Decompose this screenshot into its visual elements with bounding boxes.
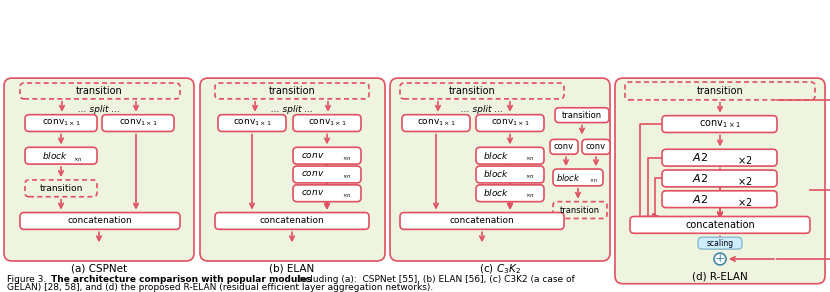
Text: ... split ...: ... split ... (271, 105, 313, 114)
Text: (b) ELAN: (b) ELAN (270, 264, 315, 274)
Text: ... split ...: ... split ... (78, 105, 120, 114)
FancyBboxPatch shape (476, 166, 544, 183)
Text: The architecture comparison with popular modules: The architecture comparison with popular… (51, 275, 312, 284)
FancyBboxPatch shape (662, 116, 777, 133)
Text: transition: transition (449, 86, 496, 96)
Text: $_{\times n}$: $_{\times n}$ (525, 154, 535, 163)
FancyBboxPatch shape (476, 147, 544, 164)
FancyBboxPatch shape (615, 78, 825, 284)
FancyBboxPatch shape (293, 166, 361, 183)
Text: $conv$: $conv$ (301, 151, 325, 160)
Text: $_{\times n}$: $_{\times n}$ (73, 155, 83, 164)
Text: conv$_{1\times1}$: conv$_{1\times1}$ (308, 118, 346, 128)
Text: conv$_{1\times1}$: conv$_{1\times1}$ (232, 118, 271, 128)
Text: $\times 2$: $\times 2$ (737, 175, 753, 187)
Text: including (a):  CSPNet [55], (b) ELAN [56], (c) C3K2 (a case of: including (a): CSPNet [55], (b) ELAN [56… (294, 275, 574, 284)
Text: $A2$: $A2$ (692, 193, 708, 205)
Text: transition: transition (696, 86, 744, 96)
FancyBboxPatch shape (402, 115, 470, 131)
FancyBboxPatch shape (293, 147, 361, 164)
FancyBboxPatch shape (293, 115, 361, 131)
FancyBboxPatch shape (550, 139, 578, 154)
Text: transition: transition (39, 184, 83, 193)
Text: (c) $C_3K_2$: (c) $C_3K_2$ (479, 262, 521, 276)
FancyBboxPatch shape (553, 169, 603, 186)
Text: $_{\times n}$: $_{\times n}$ (342, 154, 352, 163)
Text: $+$: $+$ (715, 253, 725, 265)
Text: $_{\times n}$: $_{\times n}$ (525, 173, 535, 181)
FancyBboxPatch shape (698, 237, 742, 249)
Text: $block$: $block$ (483, 168, 509, 180)
Text: transition: transition (560, 206, 600, 215)
Text: concatenation: concatenation (67, 216, 132, 225)
FancyBboxPatch shape (25, 115, 97, 131)
Text: $block$: $block$ (42, 150, 68, 161)
Text: $block$: $block$ (556, 172, 580, 183)
Text: $conv$: $conv$ (301, 169, 325, 178)
FancyBboxPatch shape (215, 213, 369, 229)
Text: transition: transition (269, 86, 315, 96)
Text: $_{\times n}$: $_{\times n}$ (342, 191, 352, 200)
FancyBboxPatch shape (662, 191, 777, 208)
Text: $_{\times n}$: $_{\times n}$ (342, 173, 352, 181)
Text: $block$: $block$ (483, 150, 509, 161)
Text: conv$_{1\times1}$: conv$_{1\times1}$ (119, 118, 158, 128)
FancyBboxPatch shape (218, 115, 286, 131)
Text: concatenation: concatenation (260, 216, 325, 225)
Text: conv: conv (586, 142, 606, 151)
Text: conv$_{1\times1}$: conv$_{1\times1}$ (417, 118, 456, 128)
FancyBboxPatch shape (555, 108, 609, 123)
Text: concatenation: concatenation (450, 216, 515, 225)
Text: $\times 2$: $\times 2$ (737, 154, 753, 166)
FancyBboxPatch shape (102, 115, 174, 131)
Text: $_{\times n}$: $_{\times n}$ (588, 177, 598, 185)
Text: $conv$: $conv$ (301, 188, 325, 197)
FancyBboxPatch shape (662, 149, 777, 166)
FancyBboxPatch shape (476, 185, 544, 202)
Text: ... split ...: ... split ... (461, 105, 503, 114)
FancyBboxPatch shape (476, 115, 544, 131)
FancyBboxPatch shape (400, 213, 564, 229)
Text: Figure 3.: Figure 3. (7, 275, 52, 284)
FancyBboxPatch shape (390, 78, 610, 261)
Text: (a) CSPNet: (a) CSPNet (71, 264, 127, 274)
Text: $A2$: $A2$ (692, 151, 708, 163)
Text: conv$_{1\times1}$: conv$_{1\times1}$ (491, 118, 530, 128)
Text: transition: transition (76, 86, 122, 96)
Text: $\times 2$: $\times 2$ (737, 196, 753, 208)
Text: conv: conv (554, 142, 574, 151)
Text: conv$_{1\times1}$: conv$_{1\times1}$ (42, 118, 81, 128)
FancyBboxPatch shape (200, 78, 385, 261)
FancyBboxPatch shape (293, 185, 361, 202)
FancyBboxPatch shape (25, 147, 97, 164)
Text: conv$_{1\times1}$: conv$_{1\times1}$ (699, 118, 740, 130)
FancyBboxPatch shape (630, 216, 810, 233)
FancyBboxPatch shape (4, 78, 194, 261)
Text: (d) R-ELAN: (d) R-ELAN (692, 272, 748, 282)
Circle shape (714, 253, 726, 265)
Text: $_{\times n}$: $_{\times n}$ (525, 191, 535, 200)
FancyBboxPatch shape (582, 139, 610, 154)
Text: GELAN) [28, 58], and (d) the proposed R-ELAN (residual efficient layer aggregati: GELAN) [28, 58], and (d) the proposed R-… (7, 283, 433, 292)
Text: $block$: $block$ (483, 187, 509, 198)
Text: $A2$: $A2$ (692, 172, 708, 184)
Text: transition: transition (562, 111, 602, 120)
FancyBboxPatch shape (20, 213, 180, 229)
Text: concatenation: concatenation (685, 220, 754, 230)
FancyBboxPatch shape (662, 170, 777, 187)
Text: scaling: scaling (706, 239, 734, 248)
